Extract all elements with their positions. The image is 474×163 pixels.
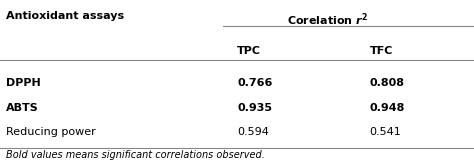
Text: 0.541: 0.541 [370, 127, 401, 137]
Text: DPPH: DPPH [6, 78, 40, 88]
Text: TFC: TFC [370, 46, 393, 56]
Text: Reducing power: Reducing power [6, 127, 95, 137]
Text: ABTS: ABTS [6, 103, 38, 113]
Text: 0.808: 0.808 [370, 78, 405, 88]
Text: 0.935: 0.935 [237, 103, 272, 113]
Text: 0.948: 0.948 [370, 103, 405, 113]
Text: Bold values means significant correlations observed.: Bold values means significant correlatio… [6, 150, 264, 160]
Text: Antioxidant assays: Antioxidant assays [6, 11, 124, 21]
Text: 0.594: 0.594 [237, 127, 269, 137]
Text: 0.766: 0.766 [237, 78, 273, 88]
Text: TPC: TPC [237, 46, 261, 56]
Text: Corelation $\bfit{r}$$\mathbf{^2}$: Corelation $\bfit{r}$$\mathbf{^2}$ [286, 11, 368, 28]
